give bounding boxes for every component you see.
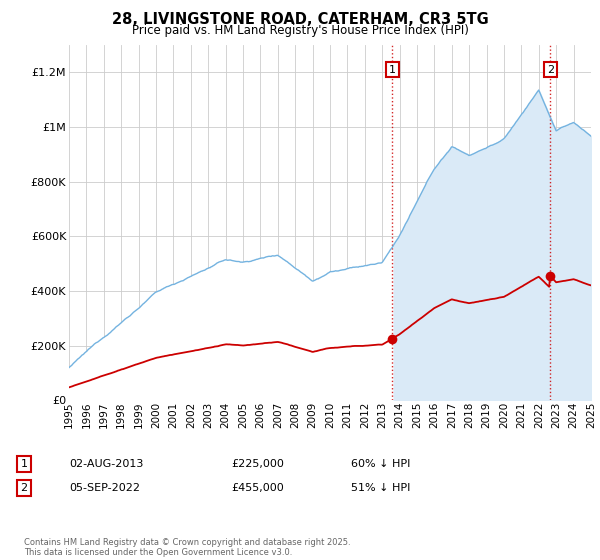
Text: 1: 1 [389,65,396,74]
Text: 02-AUG-2013: 02-AUG-2013 [69,459,143,469]
Text: Contains HM Land Registry data © Crown copyright and database right 2025.
This d: Contains HM Land Registry data © Crown c… [24,538,350,557]
Text: 2: 2 [547,65,554,74]
Text: 60% ↓ HPI: 60% ↓ HPI [351,459,410,469]
Text: 28, LIVINGSTONE ROAD, CATERHAM, CR3 5TG: 28, LIVINGSTONE ROAD, CATERHAM, CR3 5TG [112,12,488,27]
Text: Price paid vs. HM Land Registry's House Price Index (HPI): Price paid vs. HM Land Registry's House … [131,24,469,36]
Text: £455,000: £455,000 [231,483,284,493]
Text: 05-SEP-2022: 05-SEP-2022 [69,483,140,493]
Text: 2: 2 [20,483,28,493]
Text: 51% ↓ HPI: 51% ↓ HPI [351,483,410,493]
Text: 1: 1 [20,459,28,469]
Text: £225,000: £225,000 [231,459,284,469]
